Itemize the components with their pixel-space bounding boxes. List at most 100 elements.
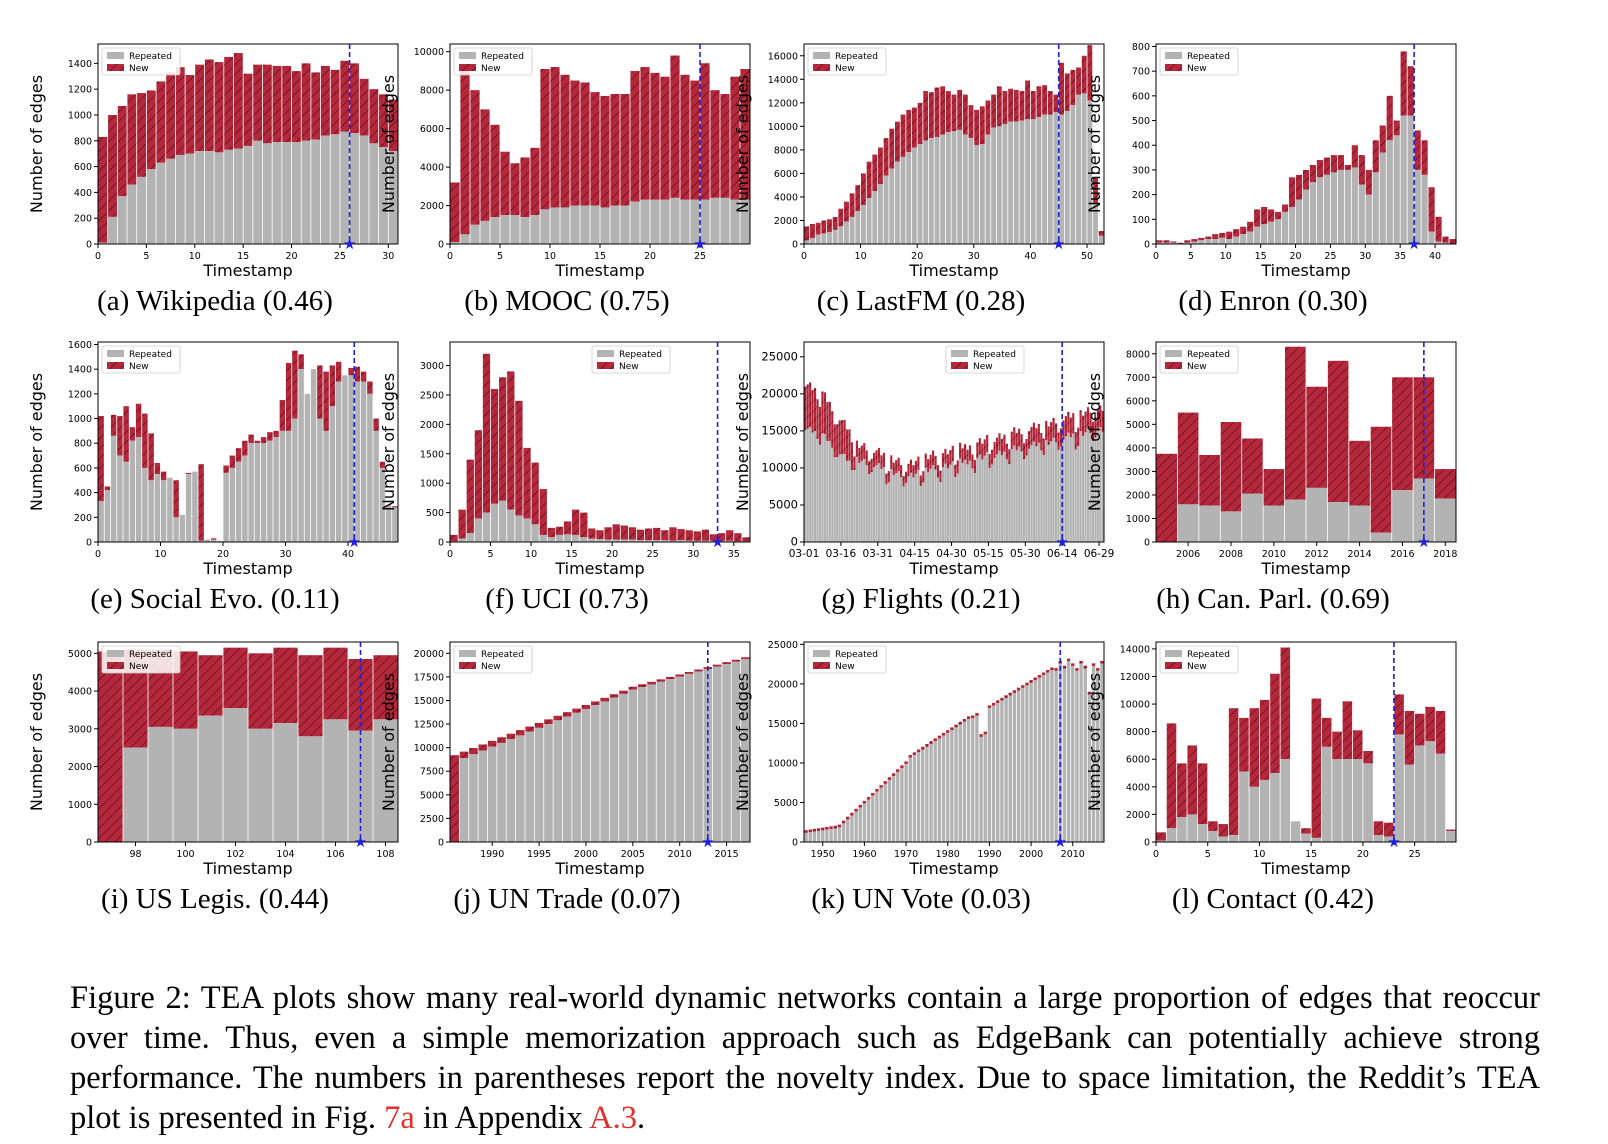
new-edges-bar [1008, 692, 1012, 696]
new-edges-bar [850, 812, 854, 816]
new-edges-bar [1037, 675, 1042, 678]
legend-swatch-new [813, 64, 830, 71]
y-tick-label: 4000 [420, 163, 444, 174]
new-edges-bar [148, 433, 154, 481]
new-edges-bar [845, 429, 849, 461]
repeated-edges-bar [933, 741, 937, 842]
repeated-edges-bar [828, 440, 831, 542]
tea-chart: 0 1000 2000 3000 4000 5000 98 100 102 104 106 108 ★ T… [27, 641, 399, 878]
repeated-edges-bar [904, 764, 908, 842]
new-edges-bar [367, 381, 373, 394]
repeated-edges-bar [160, 480, 167, 542]
repeated-edges-bar [722, 664, 731, 842]
repeated-edges-bar [1240, 234, 1247, 244]
x-tick-label: 5 [143, 251, 149, 262]
repeated-edges-bar [1177, 504, 1199, 542]
repeated-edges-bar [1191, 241, 1198, 244]
repeated-edges-bar [871, 795, 875, 842]
repeated-edges-bar [260, 443, 267, 542]
x-tick-label: 30 [382, 251, 394, 262]
x-axis-label: Timestamp [1260, 859, 1350, 878]
x-tick-label: 0 [447, 549, 453, 560]
figure-ref-link[interactable]: 7a [384, 1100, 415, 1136]
new-edges-bar [1087, 45, 1093, 101]
y-tick-label: 10000 [414, 47, 444, 58]
new-edges-bar [547, 527, 556, 538]
x-axis-label: Timestamp [908, 859, 998, 878]
new-edges-bar [1309, 164, 1317, 183]
repeated-edges-bar [853, 470, 856, 542]
repeated-edges-bar [98, 501, 104, 542]
repeated-edges-bar [198, 715, 223, 842]
repeated-edges-bar [865, 465, 868, 542]
repeated-edges-bar [373, 430, 379, 542]
new-edges-bar [243, 73, 253, 146]
repeated-edges-bar [921, 749, 925, 842]
x-tick-label: 20 [644, 251, 656, 262]
repeated-edges-bar [1428, 231, 1435, 244]
new-edges-bar [1351, 145, 1358, 168]
y-tick-label: 800 [74, 439, 92, 450]
legend-swatch-repeated [459, 52, 476, 59]
repeated-edges-bar [1311, 837, 1322, 842]
new-edges-bar [553, 715, 563, 721]
new-edges-bar [1040, 432, 1043, 451]
repeated-edges-bar [904, 482, 908, 542]
new-edges-bar [1046, 669, 1050, 673]
new-edges-bar [596, 530, 604, 540]
repeated-edges-bar [922, 482, 925, 542]
new-edges-bar [1062, 420, 1065, 440]
repeated-edges-bar [855, 456, 858, 542]
new-edges-bar [1295, 174, 1303, 200]
new-edges-bar [870, 458, 873, 473]
subfigure-caption: (d) Enron (0.30) [1178, 285, 1368, 317]
x-tick-label: 0 [1153, 251, 1159, 262]
repeated-edges-bar [506, 739, 516, 842]
y-tick-label: 12500 [414, 720, 444, 731]
new-edges-bar [841, 820, 846, 824]
new-edges-bar [1370, 426, 1392, 533]
repeated-edges-bar [1091, 666, 1096, 842]
new-edges-bar [1358, 155, 1365, 185]
new-edges-bar [883, 138, 889, 176]
repeated-edges-bar [1226, 239, 1233, 244]
repeated-edges-bar [223, 472, 229, 542]
new-edges-bar [1184, 240, 1191, 243]
repeated-edges-bar [173, 728, 198, 842]
x-tick-label: 2016 [1390, 549, 1414, 560]
new-edges-bar [242, 440, 248, 456]
repeated-edges-bar [1079, 431, 1082, 542]
repeated-edges-bar [1074, 449, 1077, 542]
new-edges-bar [925, 743, 929, 747]
new-edges-bar [1261, 206, 1268, 225]
plot-frame [449, 641, 751, 843]
new-edges-bar [1156, 453, 1178, 542]
repeated-edges-bar [1018, 446, 1021, 542]
chart-panel: 0 2000 4000 6000 8000 10000 12000 14000 0 5 10 15 20… [1078, 620, 1468, 925]
repeated-edges-bar [510, 215, 520, 244]
legend-label-new: New [973, 362, 993, 372]
tea-chart: 0 2000 4000 6000 8000 10000 12000 14000 16000 0 10… [733, 43, 1105, 280]
new-edges-bar [1306, 386, 1328, 488]
repeated-edges-bar [804, 430, 807, 542]
new-edges-bar [156, 81, 166, 163]
y-tick-label: 2000 [774, 216, 798, 227]
appendix-ref-link[interactable]: A.3 [589, 1100, 637, 1136]
y-tick-label: 2000 [1126, 810, 1150, 821]
repeated-edges-bar [469, 754, 478, 842]
repeated-edges-bar [1020, 451, 1023, 542]
new-edges-bar [675, 674, 684, 677]
new-edges-bar [660, 76, 670, 200]
y-tick-label: 8000 [1126, 727, 1150, 738]
repeated-edges-bar [1177, 817, 1187, 842]
x-tick-label: 20 [911, 251, 923, 262]
x-tick-label: 0 [1153, 849, 1159, 860]
repeated-edges-bar [1434, 498, 1456, 542]
new-edges-bar [1013, 427, 1016, 446]
new-edges-bar [1079, 660, 1083, 664]
new-edges-bar [459, 751, 469, 759]
y-tick-label: 15000 [768, 719, 798, 730]
repeated-edges-bar [1337, 169, 1344, 244]
repeated-edges-bar [813, 431, 817, 542]
new-edges-bar [1352, 730, 1363, 760]
